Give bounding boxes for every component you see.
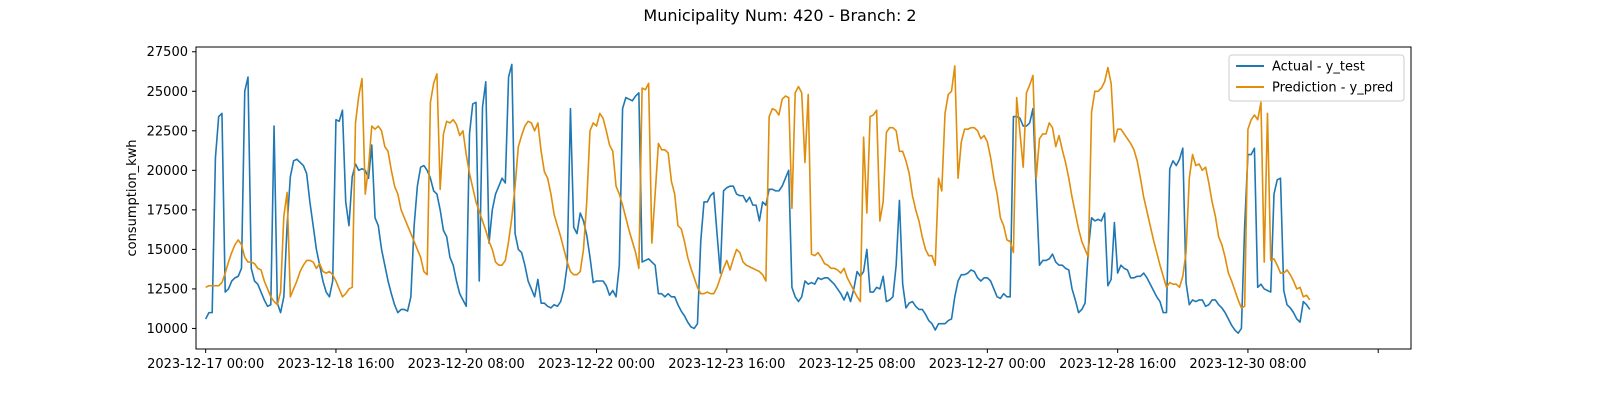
series-layer <box>204 63 1311 334</box>
y-tick-label: 22500 <box>147 124 188 139</box>
y-tick-label: 20000 <box>147 164 188 179</box>
y-tick-label: 10000 <box>147 322 188 337</box>
y-axis: 10000 12500 15000 17500 20000 22500 25000 27500 <box>147 45 196 337</box>
x-tick-label: 2023-12-22 00:00 <box>538 357 655 372</box>
plot-frame <box>195 46 1412 350</box>
x-tick-label: 2023-12-30 08:00 <box>1189 357 1306 372</box>
y-tick-label: 12500 <box>147 282 188 297</box>
x-tick-label: 2023-12-20 08:00 <box>408 357 525 372</box>
y-tick-label: 17500 <box>147 203 188 218</box>
y-tick-label: 25000 <box>147 85 188 100</box>
x-tick-label: 2023-12-27 00:00 <box>929 357 1046 372</box>
y-tick-label: 15000 <box>147 243 188 258</box>
legend: Actual - y_test Prediction - y_pred <box>1228 54 1405 102</box>
legend-box <box>1228 54 1405 102</box>
x-axis: 2023-12-17 00:00 2023-12-18 16:00 2023-12-… <box>147 349 1379 372</box>
y-tick-label: 27500 <box>147 45 188 60</box>
series-line-prediction <box>205 65 1311 309</box>
x-tick-label: 2023-12-18 16:00 <box>277 357 394 372</box>
y-axis-label: consumption_kwh <box>125 139 140 256</box>
x-tick-label: 2023-12-28 16:00 <box>1059 357 1176 372</box>
legend-label: Prediction - y_pred <box>1272 81 1393 96</box>
x-tick-label: 2023-12-25 08:00 <box>799 357 916 372</box>
x-tick-label: 2023-12-17 00:00 <box>147 357 264 372</box>
chart-title: Municipality Num: 420 - Branch: 2 <box>643 6 917 25</box>
series-line-actual <box>204 63 1311 334</box>
legend-label: Actual - y_test <box>1272 60 1365 75</box>
x-tick-label: 2023-12-23 16:00 <box>668 357 785 372</box>
